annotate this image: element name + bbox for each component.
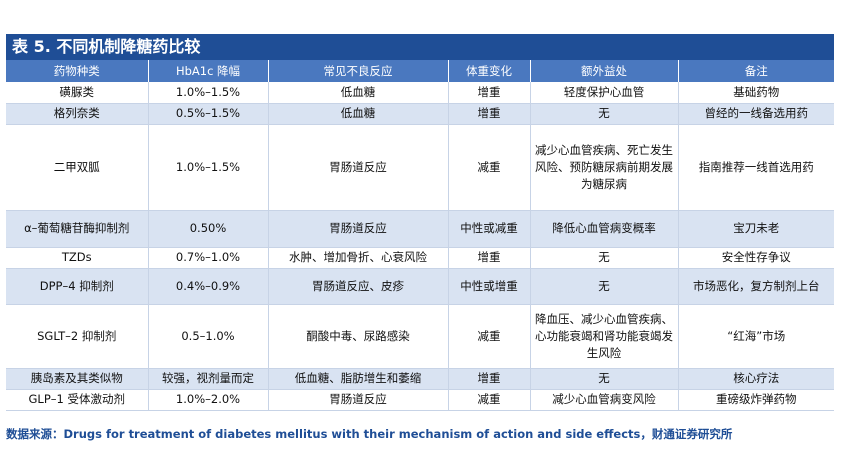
cell-hba1c: 1.0%–2.0% [148,389,269,411]
cell-notes: 安全性存争议 [678,247,834,269]
cell-hba1c: 0.5–1.0% [148,304,269,369]
cell-adverse-effects: 低血糖 [268,103,449,125]
cell-hba1c: 0.50% [148,210,269,248]
cell-extra-benefits: 轻度保护心血管 [530,82,679,104]
cell-hba1c: 0.4%–0.9% [148,268,269,305]
cell-drug-class: 二甲双胍 [6,124,149,211]
cell-adverse-effects: 胃肠道反应 [268,210,449,248]
cell-notes: 重磅级炸弹药物 [678,389,834,411]
cell-weight-change: 减重 [448,124,531,211]
data-source-note: 数据来源：Drugs for treatment of diabetes mel… [6,427,733,441]
cell-notes: 核心疗法 [678,368,834,390]
cell-drug-class: GLP–1 受体激动剂 [6,389,149,411]
cell-weight-change: 减重 [448,304,531,369]
cell-hba1c: 0.7%–1.0% [148,247,269,269]
table-title: 表 5. 不同机制降糖药比较 [6,34,834,60]
cell-extra-benefits: 减少心血管疾病、死亡发生风险、预防糖尿病前期发展为糖尿病 [530,124,679,211]
table-row: SGLT–2 抑制剂 0.5–1.0% 酮酸中毒、尿路感染 减重 降血压、减少心… [6,304,834,369]
cell-hba1c: 0.5%–1.5% [148,103,269,125]
cell-extra-benefits: 减少心血管病变风险 [530,389,679,411]
header-extra-benefits: 额外益处 [530,60,679,82]
cell-adverse-effects: 水肿、增加骨折、心衰风险 [268,247,449,269]
cell-hba1c: 1.0%–1.5% [148,124,269,211]
cell-adverse-effects: 胃肠道反应 [268,389,449,411]
cell-drug-class: 格列奈类 [6,103,149,125]
table-row: TZDs 0.7%–1.0% 水肿、增加骨折、心衰风险 增重 无 安全性存争议 [6,247,834,269]
header-drug-class: 药物种类 [6,60,149,82]
table-row: 二甲双胍 1.0%–1.5% 胃肠道反应 减重 减少心血管疾病、死亡发生风险、预… [6,124,834,211]
cell-drug-class: α–葡萄糖苷酶抑制剂 [6,210,149,248]
cell-drug-class: 胰岛素及其类似物 [6,368,149,390]
cell-weight-change: 中性或增重 [448,268,531,305]
table-row: GLP–1 受体激动剂 1.0%–2.0% 胃肠道反应 减重 减少心血管病变风险… [6,389,834,411]
cell-adverse-effects: 低血糖、脂肪增生和萎缩 [268,368,449,390]
cell-notes: 宝刀未老 [678,210,834,248]
cell-drug-class: TZDs [6,247,149,269]
cell-drug-class: DPP–4 抑制剂 [6,268,149,305]
cell-drug-class: 磺脲类 [6,82,149,104]
cell-weight-change: 增重 [448,82,531,104]
cell-adverse-effects: 胃肠道反应、皮疹 [268,268,449,305]
drug-comparison-table: 药物种类 HbA1c 降幅 常见不良反应 体重变化 额外益处 备注 磺脲类 1.… [6,60,834,411]
cell-notes: 曾经的一线备选用药 [678,103,834,125]
cell-notes: 指南推荐一线首选用药 [678,124,834,211]
cell-notes: “红海”市场 [678,304,834,369]
cell-extra-benefits: 无 [530,103,679,125]
table-row: 格列奈类 0.5%–1.5% 低血糖 增重 无 曾经的一线备选用药 [6,103,834,125]
cell-extra-benefits: 无 [530,247,679,269]
header-notes: 备注 [678,60,834,82]
cell-adverse-effects: 低血糖 [268,82,449,104]
table-row: 胰岛素及其类似物 较强，视剂量而定 低血糖、脂肪增生和萎缩 增重 无 核心疗法 [6,368,834,390]
cell-notes: 市场恶化，复方制剂上台 [678,268,834,305]
table-row: α–葡萄糖苷酶抑制剂 0.50% 胃肠道反应 中性或减重 降低心血管病变概率 宝… [6,210,834,248]
cell-drug-class: SGLT–2 抑制剂 [6,304,149,369]
cell-notes: 基础药物 [678,82,834,104]
header-weight-change: 体重变化 [448,60,531,82]
cell-weight-change: 中性或减重 [448,210,531,248]
cell-weight-change: 增重 [448,247,531,269]
cell-weight-change: 增重 [448,103,531,125]
cell-hba1c: 1.0%–1.5% [148,82,269,104]
header-hba1c: HbA1c 降幅 [148,60,269,82]
cell-weight-change: 增重 [448,368,531,390]
cell-extra-benefits: 降血压、减少心血管疾病、心功能衰竭和肾功能衰竭发生风险 [530,304,679,369]
cell-adverse-effects: 胃肠道反应 [268,124,449,211]
cell-extra-benefits: 无 [530,268,679,305]
comparison-table-container: 表 5. 不同机制降糖药比较 药物种类 HbA1c 降幅 常见不良反应 体重变化… [6,34,834,411]
header-row: 药物种类 HbA1c 降幅 常见不良反应 体重变化 额外益处 备注 [6,60,834,82]
cell-adverse-effects: 酮酸中毒、尿路感染 [268,304,449,369]
table-row: DPP–4 抑制剂 0.4%–0.9% 胃肠道反应、皮疹 中性或增重 无 市场恶… [6,268,834,305]
cell-hba1c: 较强，视剂量而定 [148,368,269,390]
cell-extra-benefits: 降低心血管病变概率 [530,210,679,248]
header-adverse-effects: 常见不良反应 [268,60,449,82]
cell-weight-change: 减重 [448,389,531,411]
cell-extra-benefits: 无 [530,368,679,390]
table-row: 磺脲类 1.0%–1.5% 低血糖 增重 轻度保护心血管 基础药物 [6,82,834,104]
